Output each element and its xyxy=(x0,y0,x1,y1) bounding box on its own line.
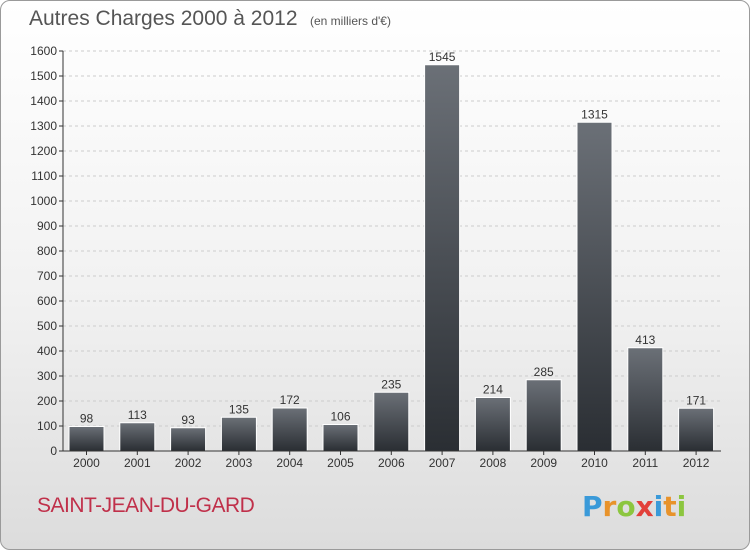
x-tick-label: 2004 xyxy=(276,456,303,470)
data-label: 214 xyxy=(483,383,503,397)
bar xyxy=(373,391,410,452)
y-tick-label: 1200 xyxy=(30,144,57,158)
data-label: 235 xyxy=(381,377,401,391)
logo-letter: P xyxy=(582,490,603,523)
logo-letter: o xyxy=(616,490,636,523)
logo-letter: r xyxy=(602,490,617,523)
y-tick-label: 400 xyxy=(37,344,57,358)
x-tick-label: 2002 xyxy=(175,456,202,470)
x-tick-label: 2009 xyxy=(530,456,557,470)
y-tick-label: 200 xyxy=(37,394,57,408)
data-label: 106 xyxy=(330,410,350,424)
bars xyxy=(68,64,715,452)
data-label: 413 xyxy=(635,333,655,347)
bar xyxy=(119,422,156,452)
bar xyxy=(68,426,105,452)
bar xyxy=(271,407,308,452)
bar xyxy=(576,121,613,452)
y-tick-label: 1300 xyxy=(30,119,57,133)
y-tick-label: 600 xyxy=(37,294,57,308)
bar xyxy=(322,424,359,452)
bar xyxy=(474,397,511,452)
data-label: 1545 xyxy=(429,50,456,64)
y-tick-label: 1100 xyxy=(31,169,57,183)
title-main: Autres Charges 2000 à 2012 xyxy=(29,7,298,30)
logo-letter: i xyxy=(653,490,664,523)
y-tick-label: 1400 xyxy=(30,94,57,108)
logo-letter: t xyxy=(663,490,677,523)
data-label: 135 xyxy=(229,402,249,416)
x-tick-label: 2001 xyxy=(124,456,151,470)
y-tick-label: 700 xyxy=(37,269,57,283)
y-axis-ticks: 0 100 200 300 400 500 600 700 800 900 1000 1100 1200… xyxy=(30,44,63,458)
title-unit: (en milliers d'€) xyxy=(309,14,391,28)
data-label: 93 xyxy=(181,413,195,427)
y-tick-label: 1000 xyxy=(30,194,57,208)
data-label: 285 xyxy=(534,365,554,379)
y-tick-label: 1500 xyxy=(30,69,57,83)
x-tick-label: 2006 xyxy=(378,456,405,470)
bar xyxy=(525,379,562,452)
y-tick-label: 900 xyxy=(37,219,57,233)
x-tick-label: 2010 xyxy=(581,456,608,470)
bar xyxy=(170,427,207,452)
y-tick-label: 100 xyxy=(37,419,57,433)
proxiti-logo: Proxiti xyxy=(582,490,686,523)
x-tick-label: 2011 xyxy=(632,456,658,470)
x-tick-label: 2003 xyxy=(226,456,253,470)
y-tick-label: 0 xyxy=(50,444,57,458)
x-tick-label: 2008 xyxy=(480,456,507,470)
city-name: SAINT-JEAN-DU-GARD xyxy=(37,494,255,517)
y-tick-label: 1600 xyxy=(30,44,57,58)
y-tick-label: 500 xyxy=(37,319,57,333)
x-tick-label: 2000 xyxy=(73,456,100,470)
data-label: 1315 xyxy=(581,107,608,121)
bar xyxy=(678,407,715,452)
data-labels: 98 113 93 135 172 106 235 1545 214 285 1315 413 171 xyxy=(80,50,707,427)
logo-letter: x xyxy=(635,490,654,523)
axes xyxy=(62,51,721,452)
y-tick-label: 300 xyxy=(37,369,57,383)
chart-title: Autres Charges 2000 à 2012 (en milliers … xyxy=(29,7,391,31)
data-label: 98 xyxy=(80,412,94,426)
bar xyxy=(220,416,257,452)
x-tick-label: 2012 xyxy=(683,456,710,470)
data-label: 113 xyxy=(128,408,147,422)
data-label: 171 xyxy=(686,393,706,407)
data-label: 172 xyxy=(280,393,300,407)
x-tick-label: 2005 xyxy=(327,456,354,470)
y-tick-label: 800 xyxy=(37,244,57,258)
bar xyxy=(627,347,664,452)
x-tick-label: 2007 xyxy=(429,456,456,470)
logo-letter: i xyxy=(676,490,687,523)
bar xyxy=(424,64,461,452)
x-axis-ticks: 2000 2001 2002 2003 2004 2005 2006 2007 2008 2009… xyxy=(73,451,710,470)
